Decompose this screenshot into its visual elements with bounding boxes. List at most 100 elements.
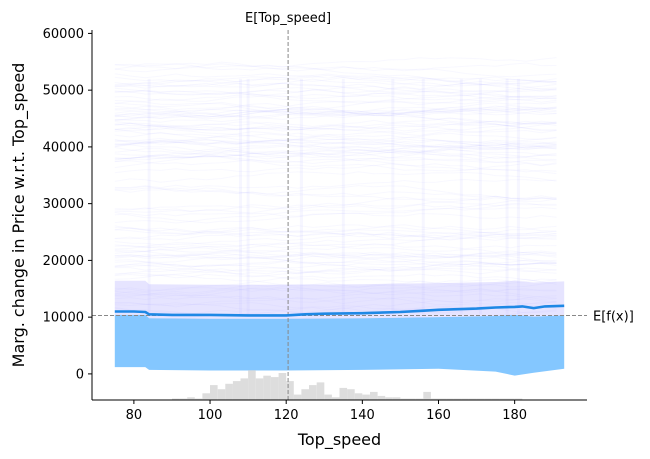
ice-faint-line [114, 153, 557, 166]
ice-faint-line [114, 82, 557, 93]
histogram-bar [370, 391, 378, 400]
ice-faint-line [114, 287, 557, 299]
histogram-bar [301, 389, 309, 400]
reference-lines-layer [92, 30, 587, 400]
ice-vertical-streak [421, 78, 425, 315]
histogram-bar [179, 398, 188, 400]
ice-faint-line [114, 228, 557, 239]
ice-faint-line [114, 131, 557, 148]
y-tick-label: 20000 [43, 254, 84, 269]
histogram-bar [240, 378, 249, 400]
x-tick-label: 80 [126, 408, 143, 423]
ice-faint-line [114, 89, 557, 101]
ice-vertical-streak [459, 78, 463, 315]
ice-faint-line [114, 144, 557, 160]
histogram-bar [476, 398, 485, 400]
ice-faint-line [114, 267, 557, 277]
ice-faint-line [114, 127, 557, 142]
y-tick-label: 50000 [43, 84, 84, 99]
ice-faint-line [114, 76, 557, 86]
histogram-bar [225, 383, 233, 400]
ice-faint-line [114, 136, 557, 145]
ice-faint-line [114, 291, 557, 303]
ice-faint-line [114, 106, 557, 119]
ice-faint-line [114, 74, 557, 87]
histogram-bar [210, 385, 218, 400]
ice-faint-line [114, 272, 557, 285]
ice-faint-line [114, 164, 557, 175]
ice-vertical-streak [478, 78, 482, 315]
ice-faint-line [114, 73, 557, 91]
histogram-bar [271, 377, 279, 401]
ice-faint-line [114, 307, 557, 316]
ice-faint-line [114, 153, 557, 164]
ice-faint-line [114, 149, 557, 166]
ice-faint-line [114, 171, 557, 183]
x-tick-label: 160 [426, 408, 451, 423]
histogram-bar [172, 398, 180, 400]
ice-faint-line [114, 224, 557, 241]
histogram-bar [293, 394, 302, 400]
ice-faint-line [114, 259, 557, 273]
ice-faint-line [114, 78, 557, 92]
ice-faint-line [114, 121, 557, 131]
ice-faint-line [114, 95, 557, 111]
histogram-layer [172, 370, 523, 401]
x-tick-label: 180 [502, 408, 527, 423]
ice-faint-line [114, 122, 557, 133]
x-tick-label: 100 [198, 408, 223, 423]
histogram-bar [202, 393, 210, 401]
average-line [114, 304, 565, 317]
ice-faint-line [114, 198, 557, 223]
ice-faint-line [114, 151, 557, 163]
ice-faint-line [114, 260, 557, 269]
ice-faint-line [114, 252, 557, 263]
ice-faint-line [114, 202, 557, 224]
ice-vertical-streak [516, 78, 520, 315]
histogram-bar [309, 385, 317, 400]
ice-faint-line [114, 227, 557, 239]
horizontal-reference-label: E[f(x)] [593, 309, 634, 324]
ice-faint-line [114, 91, 557, 105]
y-tick-label: 30000 [43, 197, 84, 212]
ice-faint-line [114, 155, 557, 173]
ticks-layer: 80 100 120 140 160 180 0 10000 20000 30000 40000 50… [43, 27, 527, 423]
y-axis-label: Marg. change in Price w.r.t. Top_speed [9, 63, 29, 368]
vertical-reference-label: E[Top_speed] [245, 11, 331, 26]
ice-faint-line [114, 82, 557, 94]
histogram-bar [316, 382, 325, 400]
histogram-bar [491, 398, 500, 400]
ice-faint-line [114, 106, 557, 116]
ice-faint-line [114, 250, 557, 260]
ice-faint-line [114, 141, 557, 153]
ice-faint-line [114, 242, 557, 255]
ice-vertical-streak [239, 78, 242, 315]
ice-faint-line [114, 261, 557, 269]
histogram-bar [331, 397, 340, 400]
ice-faint-line [114, 253, 557, 268]
y-tick-label: 0 [76, 367, 84, 382]
ice-faint-line [114, 120, 557, 138]
ice-faint-line [114, 277, 557, 291]
ice-faint-line [114, 185, 557, 199]
ice-faint-line [114, 136, 557, 149]
ice-vertical-streak [299, 78, 303, 315]
histogram-bar [423, 391, 431, 400]
ice-faint-line [114, 243, 557, 250]
y-tick-label: 10000 [43, 311, 84, 326]
histogram-bar [385, 397, 393, 400]
histogram-bar [408, 398, 416, 400]
ice-faint-line [114, 109, 557, 117]
ice-faint-lines [114, 57, 557, 322]
ice-vertical-streak [391, 78, 395, 315]
ice-faint-line [114, 57, 557, 73]
ice-faint-line [114, 225, 557, 235]
ice-faint-line [114, 286, 557, 297]
ice-dense-band [114, 314, 565, 376]
histogram-bar [446, 398, 454, 400]
histogram-bar [286, 381, 294, 400]
histogram-bar [507, 398, 515, 400]
ice-faint-line [114, 62, 557, 72]
